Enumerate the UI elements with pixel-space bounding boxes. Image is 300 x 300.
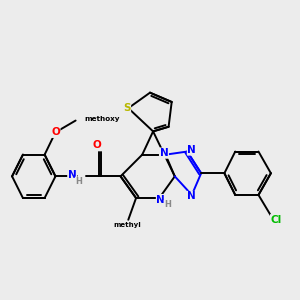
Text: N: N [160, 148, 168, 158]
Text: methoxy: methoxy [84, 116, 120, 122]
Text: H: H [75, 177, 82, 186]
Text: methyl: methyl [113, 222, 141, 228]
Text: N: N [188, 145, 196, 155]
Text: O: O [51, 127, 60, 137]
Text: N: N [188, 191, 196, 202]
Text: N: N [68, 170, 76, 180]
Text: O: O [93, 140, 102, 150]
Text: H: H [164, 200, 171, 209]
Text: Cl: Cl [271, 215, 282, 225]
Text: S: S [123, 103, 130, 113]
Text: N: N [157, 195, 165, 205]
